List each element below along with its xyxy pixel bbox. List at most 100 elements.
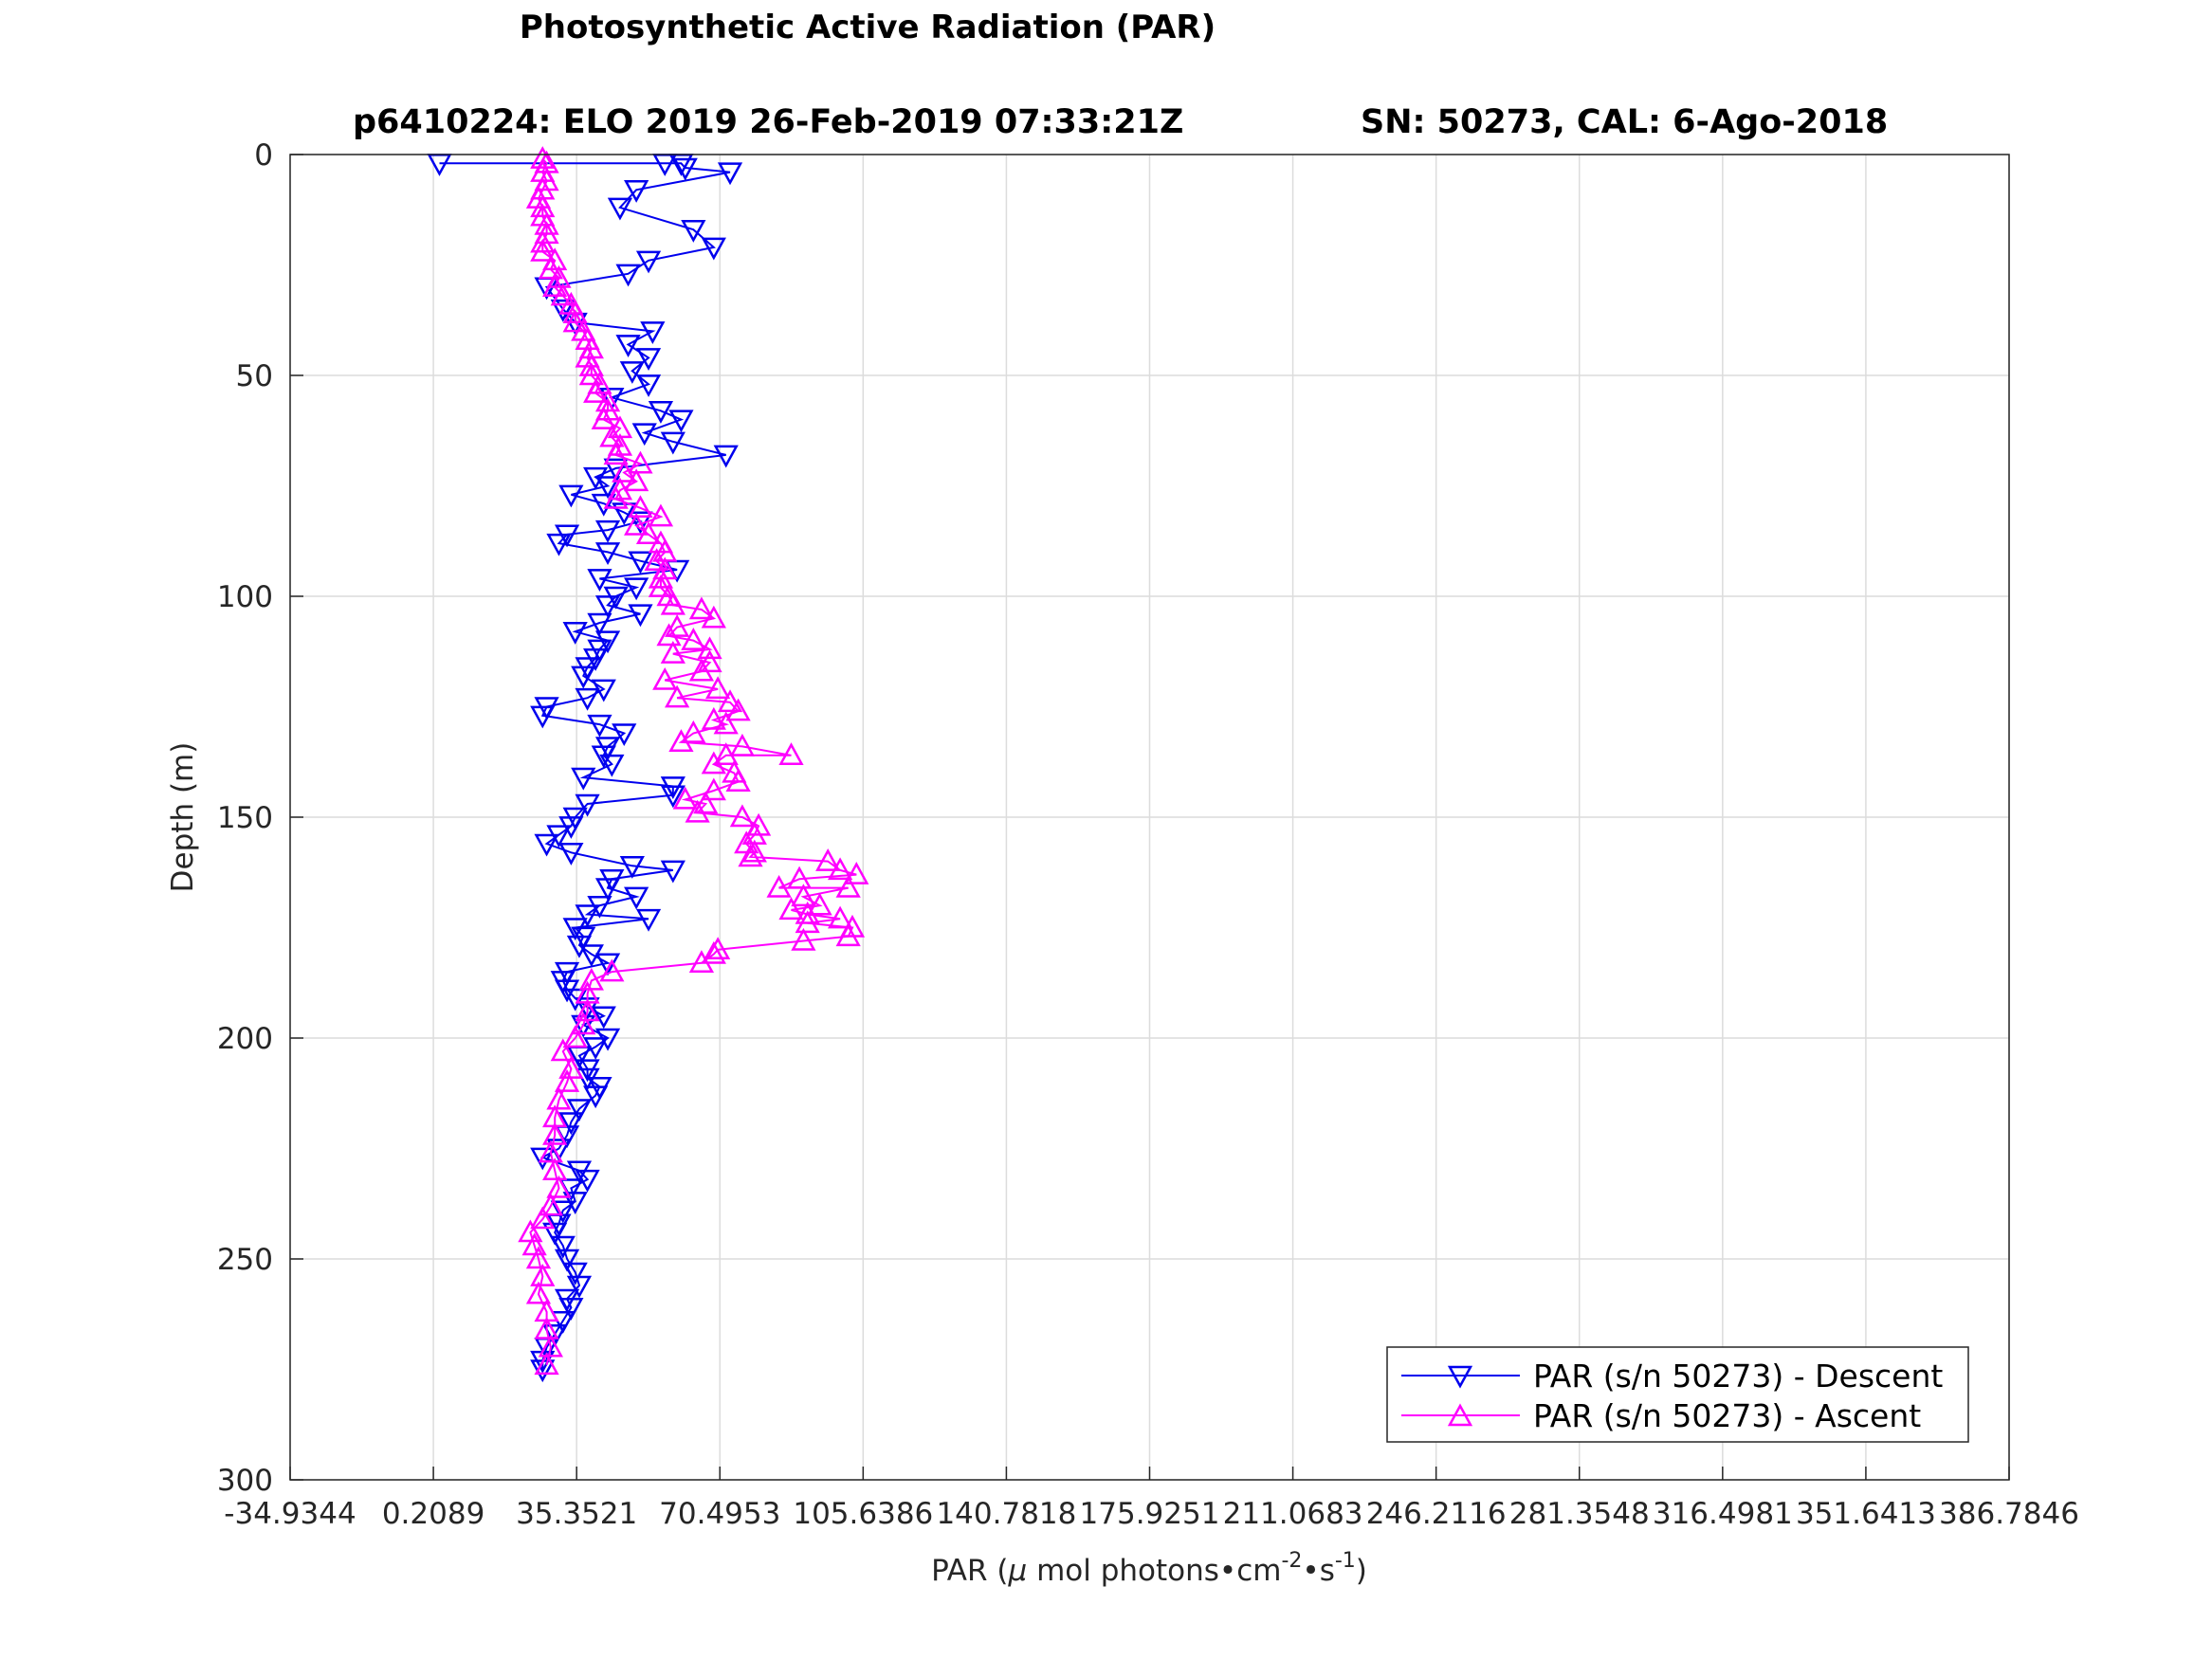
descent-data-point [594,878,621,902]
descent-data-point [594,595,621,618]
ascent-data-point [599,958,625,982]
descent-data-point [550,1310,576,1334]
legend: PAR (s/n 50273) - Descent PAR (s/n 50273… [1386,1346,1969,1443]
chart-subtitle-left: p6410224: ELO 2019 26-Feb-2019 07:33:21Z [353,103,1183,141]
descent-data-point [631,423,657,447]
ascent-data-point [534,150,559,173]
x-tick-label: 316.4981 [1653,1497,1793,1531]
ascent-data-point [665,684,690,708]
descent-data-point [562,622,588,645]
descent-data-point [575,904,600,928]
descent-data-point [427,154,452,176]
descent-data-point [599,754,625,777]
descent-data-point [640,321,666,344]
descent-data-point [635,348,662,371]
descent-data-point [583,1085,609,1109]
descent-data-point [599,388,625,410]
descent-data-point [591,493,616,517]
descent-data-point [594,520,621,543]
y-ticks: 0 50 100 150 200 250 300 [217,138,303,1498]
descent-data-point [571,767,596,791]
descent-data-point [660,860,686,884]
x-tick-label: 351.6413 [1796,1497,1936,1531]
x-tick-label: 211.0683 [1223,1497,1363,1531]
y-tick-label: 150 [217,801,273,835]
ascent-data-point [766,874,792,898]
x-tick-label: -34.9344 [224,1497,356,1531]
legend-box [1386,1346,1969,1443]
grid-lines [289,154,2010,1481]
chart-title: Photosynthetic Active Radiation (PAR) [520,9,1216,46]
descent-data-point [575,793,600,817]
ascent-data-point [681,628,706,650]
ascent-data-point [791,927,816,951]
ascent-data-point [546,1086,572,1110]
descent-data-point [668,410,694,433]
descent-data-point [542,1222,568,1246]
ascent-data-point [681,720,706,743]
descent-data-point [550,1200,576,1224]
descent-data-point [594,476,621,500]
ascent-data-point [701,706,726,730]
descent-data-point [587,612,612,636]
ascent-data-point [575,980,600,1004]
descent-data-point [534,833,559,857]
ascent-data-point [558,1056,584,1079]
descent-data-point [628,604,653,628]
y-tick-label: 200 [217,1022,273,1056]
y-tick-label: 100 [217,580,273,614]
x-tick-label: 140.7818 [936,1497,1076,1531]
ascent-data-point [688,596,715,620]
x-tick-label: 105.6386 [793,1497,933,1531]
ascent-data-point [534,1299,559,1322]
chart-subtitle-right: SN: 50273, CAL: 6-Ago-2018 [1361,103,1888,141]
y-tick-label: 0 [254,138,273,173]
ascent-data-point [652,666,678,690]
ascent-data-point [717,689,743,713]
ascent-data-point [575,998,600,1022]
descent-data-point [530,705,556,729]
descent-data-point [681,219,706,243]
descent-data-point [558,484,584,508]
x-axis-label: PAR (μ mol photons•cm-2•s-1) [931,1549,1367,1588]
ascent-data-point [705,937,731,960]
ascent-data-point [530,1264,556,1286]
y-tick-label: 250 [217,1243,273,1277]
y-tick-label: 50 [236,359,273,393]
x-tick-label: 70.4953 [659,1497,780,1531]
descent-data-point [530,1147,556,1171]
x-tick-label: 386.7846 [1939,1497,2079,1531]
ascent-data-point [705,676,731,700]
ascent-data-point [729,804,756,828]
x-tick-label: 175.9251 [1080,1497,1220,1531]
descent-data-point [571,665,596,689]
descent-data-point [575,687,600,711]
descent-data-point [566,1275,593,1299]
ascent-data-point [538,1139,563,1163]
ascent-data-point [835,874,861,898]
descent-data-point [558,1112,584,1136]
ascent-data-point [729,733,756,757]
descent-data-point [587,569,612,592]
ascent-data-point [546,1175,572,1198]
descent-data-point [660,431,686,455]
ascent-data-point [778,742,804,766]
descent-data-point [554,1249,580,1272]
descent-series-line [439,162,731,1370]
ascent-data-point [542,1121,568,1145]
ascent-data-point [693,791,719,814]
ascent-data-point [701,940,726,964]
legend-ascent-label: PAR (s/n 50273) - Ascent [1533,1397,1921,1434]
ascent-data-point [542,1104,568,1128]
descent-data-point [619,361,645,384]
x-ticks: -34.9344 0.2089 35.3521 70.4953 105.6386 140.… [224,1467,2079,1531]
ascent-data-point [665,614,690,637]
ascent-data-point [786,866,813,889]
ascent-data-point [815,848,841,871]
descent-data-point [635,374,662,397]
legend-descent-marker [1447,1365,1473,1389]
descent-data-point [672,157,698,181]
descent-data-point [660,785,686,809]
descent-data-point [607,197,633,221]
